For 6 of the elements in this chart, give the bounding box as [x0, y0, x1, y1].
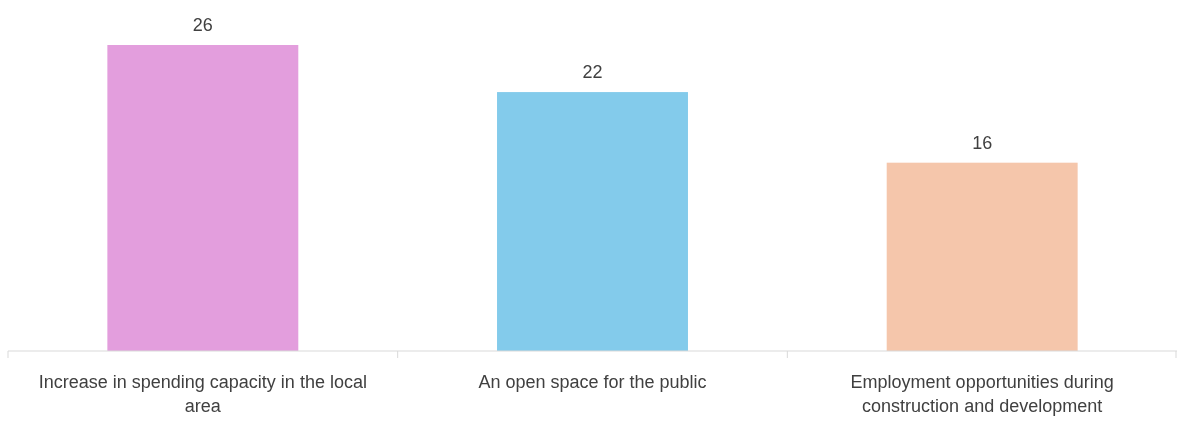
x-tick-label: Increase in spending capacity in the local area	[38, 372, 367, 416]
data-label: 16	[972, 132, 993, 153]
data-label: 26	[192, 15, 213, 35]
x-tick-label: An open space for the public	[478, 372, 707, 392]
data-label: 22	[582, 62, 603, 83]
x-tick-label: Employment opportunities during construction and development	[850, 372, 1114, 416]
